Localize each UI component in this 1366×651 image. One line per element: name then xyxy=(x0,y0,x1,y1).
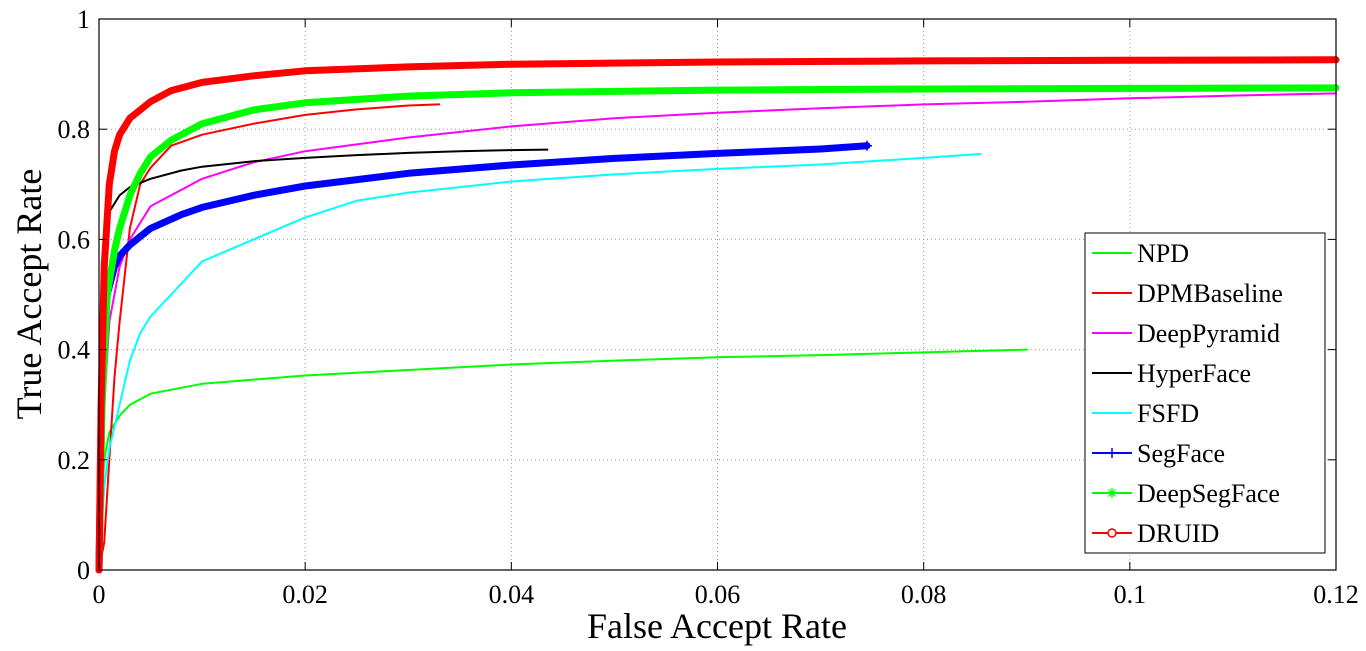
series-layer xyxy=(95,56,1340,574)
legend-label-dpmbaseline: DPMBaseline xyxy=(1137,279,1283,308)
x-tick-label: 0.06 xyxy=(695,580,741,609)
legend-item-deepsegface: DeepSegFace xyxy=(1092,479,1280,508)
legend-label-hyperface: HyperFace xyxy=(1137,359,1251,388)
y-axis-label: True Accept Rate xyxy=(9,169,49,420)
legend-box xyxy=(1084,232,1326,554)
series-line-dpmbaseline xyxy=(98,103,441,571)
x-tick-label: 0.04 xyxy=(489,580,535,609)
legend-item-npd: NPD xyxy=(1092,239,1189,268)
legend-item-dpmbaseline: DPMBaseline xyxy=(1092,279,1283,308)
series-line-fsfd xyxy=(98,153,982,571)
legend-label-deeppyramid: DeepPyramid xyxy=(1137,319,1280,348)
series-endpoint-marker-segface xyxy=(861,140,872,151)
series-line-druid xyxy=(95,56,1340,574)
legend-marker-plus xyxy=(1107,448,1117,458)
legend-item-segface: SegFace xyxy=(1092,439,1225,468)
axis-ticks: 0 0.02 0.04 0.06 0.08 0.1 0.12 0 0.2 0.4 0.6 0.8 1 xyxy=(58,5,1359,609)
x-tick-label: 0.1 xyxy=(1114,580,1147,609)
series-line-deeppyramid xyxy=(98,92,1337,571)
y-tick-label: 0.4 xyxy=(58,336,91,365)
x-tick-label: 0.08 xyxy=(901,580,947,609)
y-tick-label: 0 xyxy=(77,556,90,585)
x-tick-label: 0.12 xyxy=(1313,580,1359,609)
legend-label-segface: SegFace xyxy=(1137,439,1225,468)
y-tick-label: 1 xyxy=(77,5,90,34)
x-axis-label: False Accept Rate xyxy=(587,606,847,646)
legend-item-druid: DRUID xyxy=(1092,519,1219,548)
legend-label-fsfd: FSFD xyxy=(1137,399,1199,428)
legend-marker-circle xyxy=(1107,528,1117,538)
series-line-deepsegface xyxy=(95,84,1340,574)
y-tick-label: 0.2 xyxy=(58,446,91,475)
legend-item-fsfd: FSFD xyxy=(1092,399,1199,428)
y-tick-label: 0.8 xyxy=(58,115,91,144)
legend-label-druid: DRUID xyxy=(1137,519,1219,548)
legend-item-hyperface: HyperFace xyxy=(1092,359,1251,388)
legend-marker-star xyxy=(1107,488,1117,498)
legend-label-deepsegface: DeepSegFace xyxy=(1137,479,1280,508)
series-line-npd xyxy=(98,348,1028,571)
legend-item-deeppyramid: DeepPyramid xyxy=(1092,319,1280,348)
legend-label-npd: NPD xyxy=(1137,239,1189,268)
legend: NPD DPMBaseline DeepPyramid HyperFace FSFD Se… xyxy=(1084,232,1326,554)
y-tick-label: 0.6 xyxy=(58,225,91,254)
x-tick-label: 0.02 xyxy=(282,580,328,609)
x-tick-label: 0 xyxy=(93,580,106,609)
